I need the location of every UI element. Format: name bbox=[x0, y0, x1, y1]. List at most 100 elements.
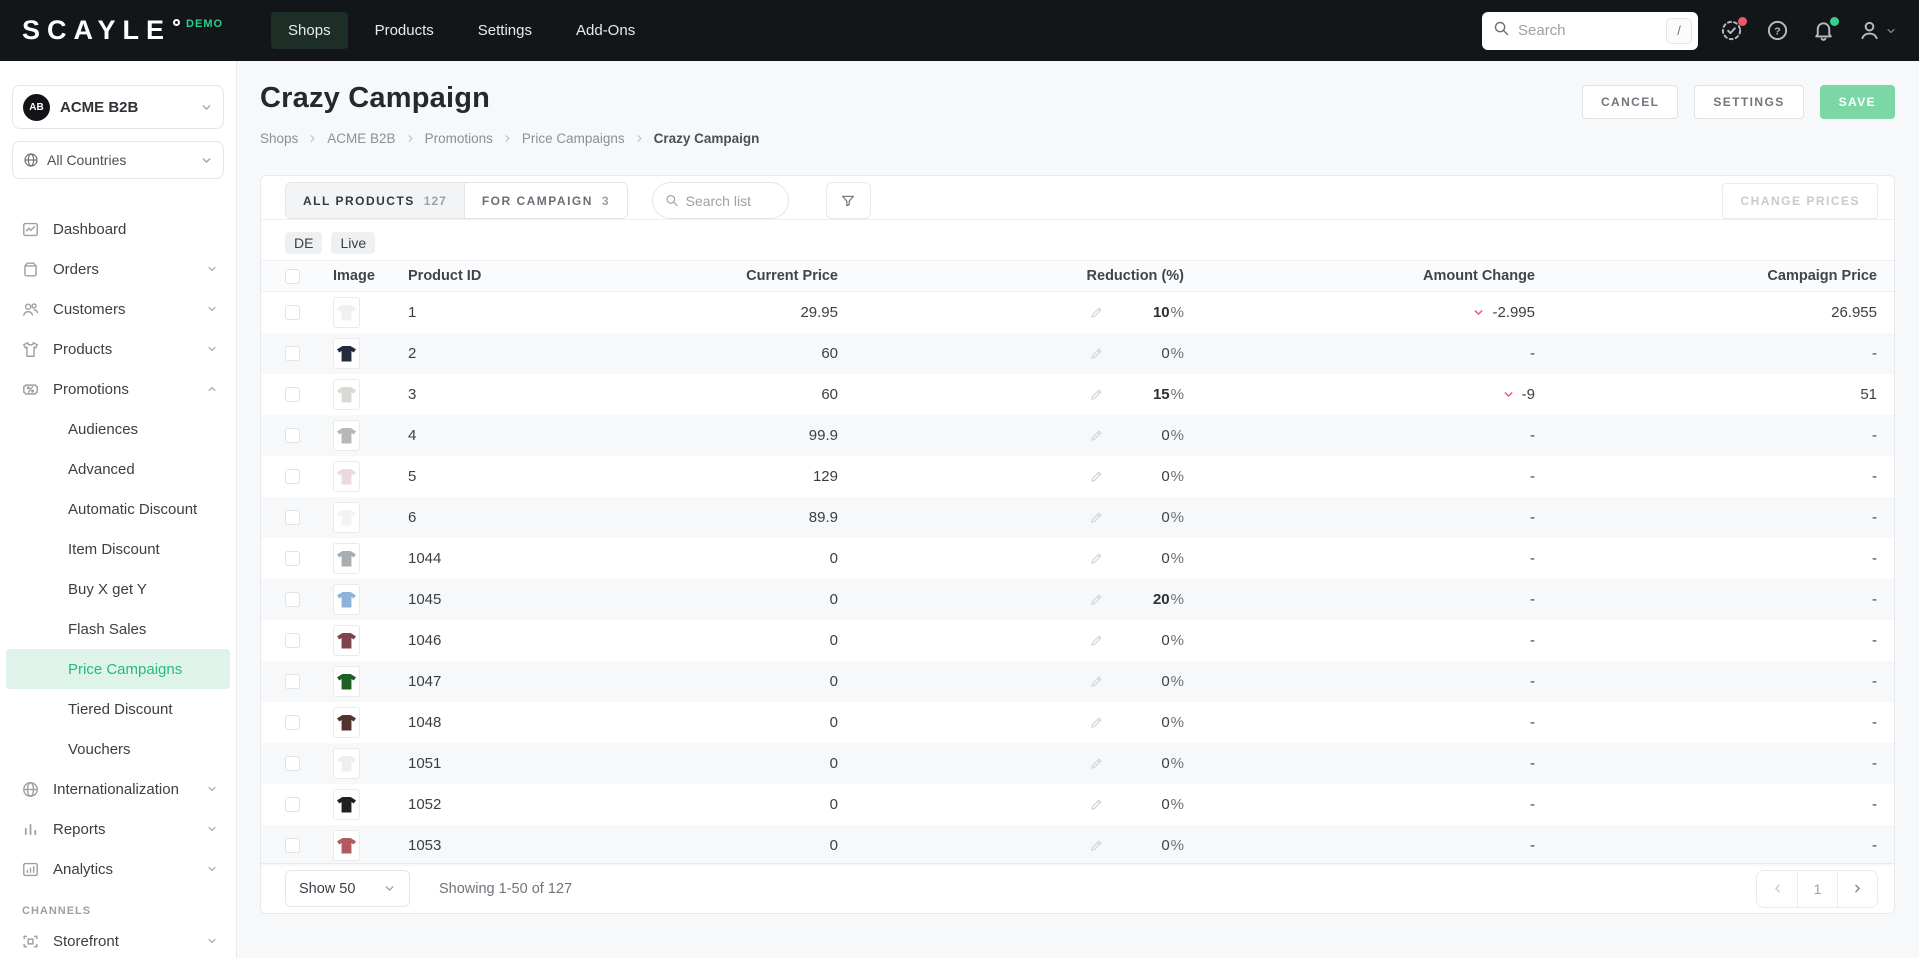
shop-selector[interactable]: AB ACME B2B bbox=[12, 85, 224, 129]
sidebar-item-item-discount[interactable]: Item Discount bbox=[68, 540, 160, 558]
edit-pencil-icon[interactable] bbox=[1089, 387, 1104, 402]
row-checkbox[interactable] bbox=[285, 305, 300, 320]
status-alert-dot bbox=[1738, 16, 1747, 26]
sidebar-item-price-campaigns[interactable]: Price Campaigns bbox=[6, 649, 230, 689]
sidebar-item-tiered-discount[interactable]: Tiered Discount bbox=[68, 700, 173, 718]
reduction-cell: 0% bbox=[838, 755, 1184, 772]
nav-tab-products[interactable]: Products bbox=[374, 22, 434, 39]
page-size-select[interactable]: Show 50 bbox=[285, 870, 410, 907]
table-toolbar: ALL PRODUCTS 127 FOR CAMPAIGN 3 CHANGE P… bbox=[261, 176, 1894, 220]
edit-pencil-icon[interactable] bbox=[1089, 797, 1104, 812]
current-price-cell: 99.9 bbox=[808, 427, 838, 444]
sidebar-item-products[interactable]: Products bbox=[12, 329, 224, 369]
pagination: 1 bbox=[1756, 869, 1878, 908]
campaign-price-cell: - bbox=[1872, 468, 1877, 485]
edit-pencil-icon[interactable] bbox=[1089, 592, 1104, 607]
breadcrumb-shop-name[interactable]: ACME B2B bbox=[327, 131, 396, 146]
country-selector[interactable]: All Countries bbox=[12, 141, 224, 179]
row-checkbox[interactable] bbox=[285, 510, 300, 525]
row-checkbox[interactable] bbox=[285, 838, 300, 853]
sidebar-item-promotions[interactable]: Promotions bbox=[12, 369, 224, 409]
edit-pencil-icon[interactable] bbox=[1089, 633, 1104, 648]
sidebar-item-customers[interactable]: Customers bbox=[12, 289, 224, 329]
row-checkbox[interactable] bbox=[285, 756, 300, 771]
edit-pencil-icon[interactable] bbox=[1089, 510, 1104, 525]
sidebar-item-automatic-discount[interactable]: Automatic Discount bbox=[68, 500, 198, 518]
notifications-button[interactable] bbox=[1812, 16, 1839, 43]
reduction-cell: 0% bbox=[838, 632, 1184, 649]
sidebar-item-orders[interactable]: Orders bbox=[12, 249, 224, 289]
global-search-input[interactable] bbox=[1518, 22, 1666, 39]
edit-pencil-icon[interactable] bbox=[1089, 469, 1104, 484]
sidebar-item-advanced[interactable]: Advanced bbox=[68, 460, 135, 478]
table-row: 6 89.9 0% - - bbox=[261, 497, 1894, 538]
list-search[interactable] bbox=[651, 182, 789, 219]
language-chip[interactable]: DE bbox=[285, 232, 323, 254]
tshirt-icon bbox=[21, 340, 40, 359]
sidebar-item-analytics[interactable]: Analytics bbox=[12, 849, 224, 889]
edit-pencil-icon[interactable] bbox=[1089, 838, 1104, 853]
nav-tab-addons[interactable]: Add-Ons bbox=[576, 22, 636, 39]
global-search[interactable]: / bbox=[1482, 11, 1698, 50]
country-label: All Countries bbox=[47, 152, 127, 168]
row-checkbox[interactable] bbox=[285, 346, 300, 361]
product-image-cell bbox=[319, 666, 408, 697]
row-checkbox[interactable] bbox=[285, 715, 300, 730]
filter-button[interactable] bbox=[825, 182, 871, 219]
row-checkbox[interactable] bbox=[285, 387, 300, 402]
sidebar: AB ACME B2B All Countries Dashboard Orde… bbox=[0, 61, 237, 958]
row-checkbox[interactable] bbox=[285, 428, 300, 443]
row-checkbox[interactable] bbox=[285, 592, 300, 607]
settings-button[interactable]: SETTINGS bbox=[1694, 85, 1804, 119]
edit-pencil-icon[interactable] bbox=[1089, 551, 1104, 566]
sidebar-item-buy-x-get-y[interactable]: Buy X get Y bbox=[68, 580, 147, 598]
system-status-button[interactable] bbox=[1720, 16, 1747, 43]
save-button[interactable]: SAVE bbox=[1819, 85, 1895, 119]
edit-pencil-icon[interactable] bbox=[1089, 715, 1104, 730]
row-checkbox[interactable] bbox=[285, 674, 300, 689]
select-all-checkbox[interactable] bbox=[285, 268, 300, 284]
sidebar-item-internationalization[interactable]: Internationalization bbox=[12, 769, 224, 809]
edit-pencil-icon[interactable] bbox=[1089, 428, 1104, 443]
row-checkbox[interactable] bbox=[285, 797, 300, 812]
chevron-down-icon bbox=[208, 266, 216, 272]
tab-all-products[interactable]: ALL PRODUCTS 127 bbox=[286, 183, 465, 218]
next-page-button[interactable] bbox=[1837, 870, 1877, 907]
breadcrumb-price-campaigns[interactable]: Price Campaigns bbox=[521, 131, 625, 146]
sidebar-item-vouchers[interactable]: Vouchers bbox=[68, 740, 131, 758]
edit-pencil-icon[interactable] bbox=[1089, 756, 1104, 771]
sidebar-item-audiences[interactable]: Audiences bbox=[68, 420, 139, 438]
mode-chip[interactable]: Live bbox=[331, 232, 376, 254]
breadcrumb-shops[interactable]: Shops bbox=[260, 131, 299, 146]
sidebar-item-flash-sales[interactable]: Flash Sales bbox=[68, 620, 147, 638]
product-id-cell: 1 bbox=[408, 304, 417, 321]
edit-pencil-icon[interactable] bbox=[1089, 346, 1104, 361]
row-checkbox[interactable] bbox=[285, 551, 300, 566]
product-thumbnail bbox=[333, 420, 360, 451]
user-menu-button[interactable] bbox=[1858, 19, 1897, 42]
nav-tab-settings[interactable]: Settings bbox=[477, 22, 532, 39]
row-checkbox[interactable] bbox=[285, 633, 300, 648]
help-button[interactable]: ? bbox=[1766, 19, 1790, 43]
current-price-cell: 60 bbox=[821, 386, 838, 403]
nav-tab-shops[interactable]: Shops bbox=[271, 12, 348, 49]
row-checkbox[interactable] bbox=[285, 469, 300, 484]
tab-for-campaign[interactable]: FOR CAMPAIGN 3 bbox=[464, 183, 627, 218]
sidebar-item-reports[interactable]: Reports bbox=[12, 809, 224, 849]
topnav-icon-group: ? bbox=[1720, 16, 1897, 43]
product-thumbnail bbox=[333, 666, 360, 697]
product-image bbox=[337, 837, 356, 854]
cancel-button[interactable]: CANCEL bbox=[1581, 85, 1679, 119]
change-prices-button[interactable]: CHANGE PRICES bbox=[1722, 182, 1878, 219]
edit-pencil-icon[interactable] bbox=[1089, 674, 1104, 689]
current-page-button[interactable]: 1 bbox=[1797, 870, 1837, 907]
sidebar-item-dashboard[interactable]: Dashboard bbox=[12, 209, 224, 249]
prev-page-button[interactable] bbox=[1757, 870, 1797, 907]
edit-pencil-icon[interactable] bbox=[1089, 305, 1104, 320]
breadcrumb-promotions[interactable]: Promotions bbox=[424, 131, 493, 146]
sidebar-item-storefront[interactable]: Storefront bbox=[12, 921, 224, 958]
list-search-input[interactable] bbox=[685, 192, 776, 209]
table-row: 1045 0 20% - - bbox=[261, 579, 1894, 620]
product-image-cell bbox=[319, 420, 408, 451]
reduction-cell: 0% bbox=[838, 468, 1184, 485]
